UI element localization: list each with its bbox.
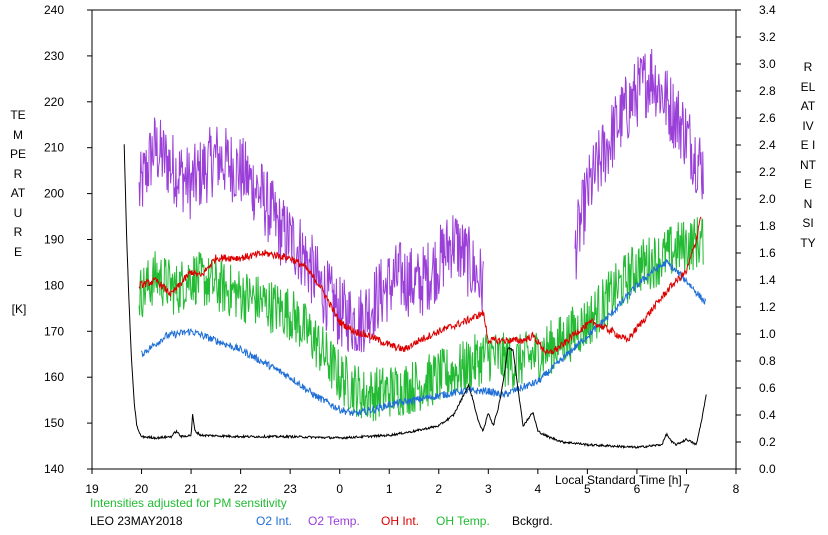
legend-oh-int: OH Int. (381, 514, 420, 528)
y-right-tick-label: 1.8 (759, 219, 776, 233)
y-axis-right-label: RELATIVE INTENSITY (800, 60, 816, 250)
y-right-tick-label: 1.2 (759, 300, 776, 314)
x-tick-label: 22 (234, 482, 248, 496)
y-right-tick-label: 2.8 (759, 84, 776, 98)
series-2-line (138, 216, 702, 356)
x-tick-label: 2 (435, 482, 442, 496)
x-tick-label: 7 (683, 482, 690, 496)
y-left-tick-label: 210 (44, 141, 64, 155)
y-right-tick-label: 2.6 (759, 111, 776, 125)
y-axis-left-unit: [K] (11, 302, 27, 316)
x-tick-label: 8 (733, 482, 740, 496)
y-right-tick-label: 1.0 (759, 327, 776, 341)
y-right-tick-label: 0.2 (759, 435, 776, 449)
y-axis-right: 0.0 0.2 0.4 0.6 0.8 1.0 1.2 1.4 1.6 1.8 2.0 2.2 2.4 2… (736, 3, 776, 476)
y-left-tick-label: 170 (44, 324, 64, 338)
legend-oh-temp: OH Temp. (436, 514, 490, 528)
y-left-tick-label: 200 (44, 187, 64, 201)
y-right-tick-label: 2.4 (759, 138, 776, 152)
y-right-tick-label: 2.0 (759, 192, 776, 206)
x-tick-label: 20 (135, 482, 149, 496)
legend-o2-int: O2 Int. (256, 514, 293, 528)
x-tick-label: 4 (535, 482, 542, 496)
y-left-tick-label: 220 (44, 95, 64, 109)
series-1-line (138, 117, 484, 353)
series-3-line (138, 217, 704, 422)
legend-o2-temp: O2 Temp. (308, 514, 360, 528)
y-left-tick-label: 150 (44, 416, 64, 430)
y-right-tick-label: 2.2 (759, 165, 776, 179)
y-axis-left: 140 150 160 170 180 190 200 210 220 230 240 (44, 3, 92, 476)
x-tick-label: 19 (85, 482, 99, 496)
y-left-tick-label: 230 (44, 49, 64, 63)
x-axis: 19 20 21 22 23 0 1 2 3 4 5 6 7 8 (85, 469, 740, 496)
y-right-tick-label: 1.4 (759, 273, 776, 287)
y-left-tick-label: 160 (44, 370, 64, 384)
y-axis-left-label: TEMPERATURE (10, 108, 27, 259)
x-tick-label: 23 (283, 482, 297, 496)
y-left-tick-label: 240 (44, 3, 64, 17)
y-right-tick-label: 3.4 (759, 3, 776, 17)
y-left-tick-label: 190 (44, 233, 64, 247)
y-right-tick-label: 0.6 (759, 381, 776, 395)
sensitivity-note: Intensities adjusted for PM sensitivity (90, 496, 287, 510)
y-left-tick-label: 140 (44, 462, 64, 476)
y-right-tick-label: 0.0 (759, 462, 776, 476)
y-left-tick-label: 180 (44, 278, 64, 292)
series-1-line-b (574, 48, 704, 280)
station-date: LEO 23MAY2018 (90, 514, 183, 528)
legend-bckgrd: Bckgrd. (512, 514, 553, 528)
series-0-line (141, 259, 707, 417)
series-layer (123, 48, 707, 450)
x-tick-label: 0 (336, 482, 343, 496)
y-right-tick-label: 0.4 (759, 408, 776, 422)
x-tick-label: 3 (485, 482, 492, 496)
y-right-tick-label: 1.6 (759, 246, 776, 260)
y-right-tick-label: 3.0 (759, 57, 776, 71)
series-4-line (123, 144, 707, 450)
y-right-tick-label: 3.2 (759, 30, 776, 44)
x-tick-label: 21 (184, 482, 198, 496)
x-axis-label: Local Standard Time [h] (555, 473, 682, 487)
y-right-tick-label: 0.8 (759, 354, 776, 368)
x-tick-label: 6 (634, 482, 641, 496)
x-tick-label: 5 (584, 482, 591, 496)
x-tick-label: 1 (386, 482, 393, 496)
